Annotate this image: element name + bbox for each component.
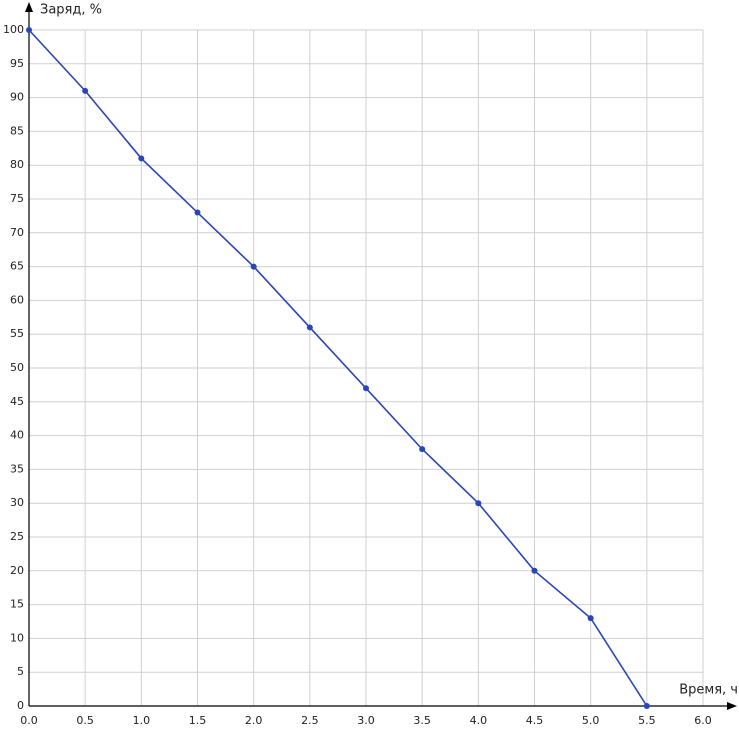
y-tick-label: 65	[10, 260, 24, 273]
x-tick-label: 3.0	[357, 714, 375, 727]
y-tick-label: 10	[10, 631, 24, 644]
y-axis-title: Заряд, %	[40, 3, 102, 18]
y-tick-label: 50	[10, 361, 24, 374]
y-tick-label: 45	[10, 395, 24, 408]
x-tick-label: 2.0	[245, 714, 263, 727]
point	[531, 567, 538, 574]
point	[82, 87, 89, 94]
x-tick-label: 4.5	[526, 714, 544, 727]
x-tick-label: 5.0	[582, 714, 600, 727]
y-tick-label: 25	[10, 530, 24, 543]
y-tick-label: 35	[10, 462, 24, 475]
y-axis-arrow	[25, 2, 33, 12]
x-tick-label: 2.5	[301, 714, 319, 727]
point	[363, 385, 369, 392]
y-tick-label: 90	[10, 91, 24, 104]
y-tick-label: 20	[10, 564, 24, 577]
x-tick-label: 0.0	[20, 714, 38, 727]
line	[28, 29, 648, 707]
y-tick-label: 100	[3, 23, 24, 36]
x-tick-label: 3.5	[413, 714, 431, 727]
point	[587, 615, 594, 622]
x-axis-title: Время, ч	[679, 683, 738, 698]
x-tick-label: 5.5	[638, 714, 656, 727]
point	[306, 324, 313, 331]
x-tick-label: 4.0	[470, 714, 488, 727]
y-tick-label: 60	[10, 293, 24, 306]
y-tick-label: 75	[10, 192, 24, 205]
y-tick-label: 85	[10, 124, 24, 137]
point	[643, 703, 650, 709]
y-tick-label: 70	[10, 226, 24, 239]
y-tick-label: 15	[10, 598, 24, 611]
x-tick-label: 1.0	[133, 714, 151, 727]
y-tick-label: 55	[10, 327, 24, 340]
y-tick-label: 40	[10, 429, 24, 442]
y-tick-label: 5	[17, 665, 24, 678]
point	[26, 27, 32, 33]
point	[194, 209, 201, 216]
x-tick-label: 0.5	[76, 714, 94, 727]
y-tick-label: 30	[10, 496, 24, 509]
point	[419, 446, 426, 453]
point	[475, 500, 482, 507]
y-tick-label: 80	[10, 158, 24, 171]
x-axis-arrow	[727, 702, 737, 710]
y-tick-label: 0	[17, 699, 24, 712]
point	[138, 155, 145, 162]
point	[250, 263, 257, 270]
x-tick-label: 1.5	[189, 714, 207, 727]
x-tick-label: 6.0	[694, 714, 712, 727]
y-tick-label: 95	[10, 57, 24, 70]
